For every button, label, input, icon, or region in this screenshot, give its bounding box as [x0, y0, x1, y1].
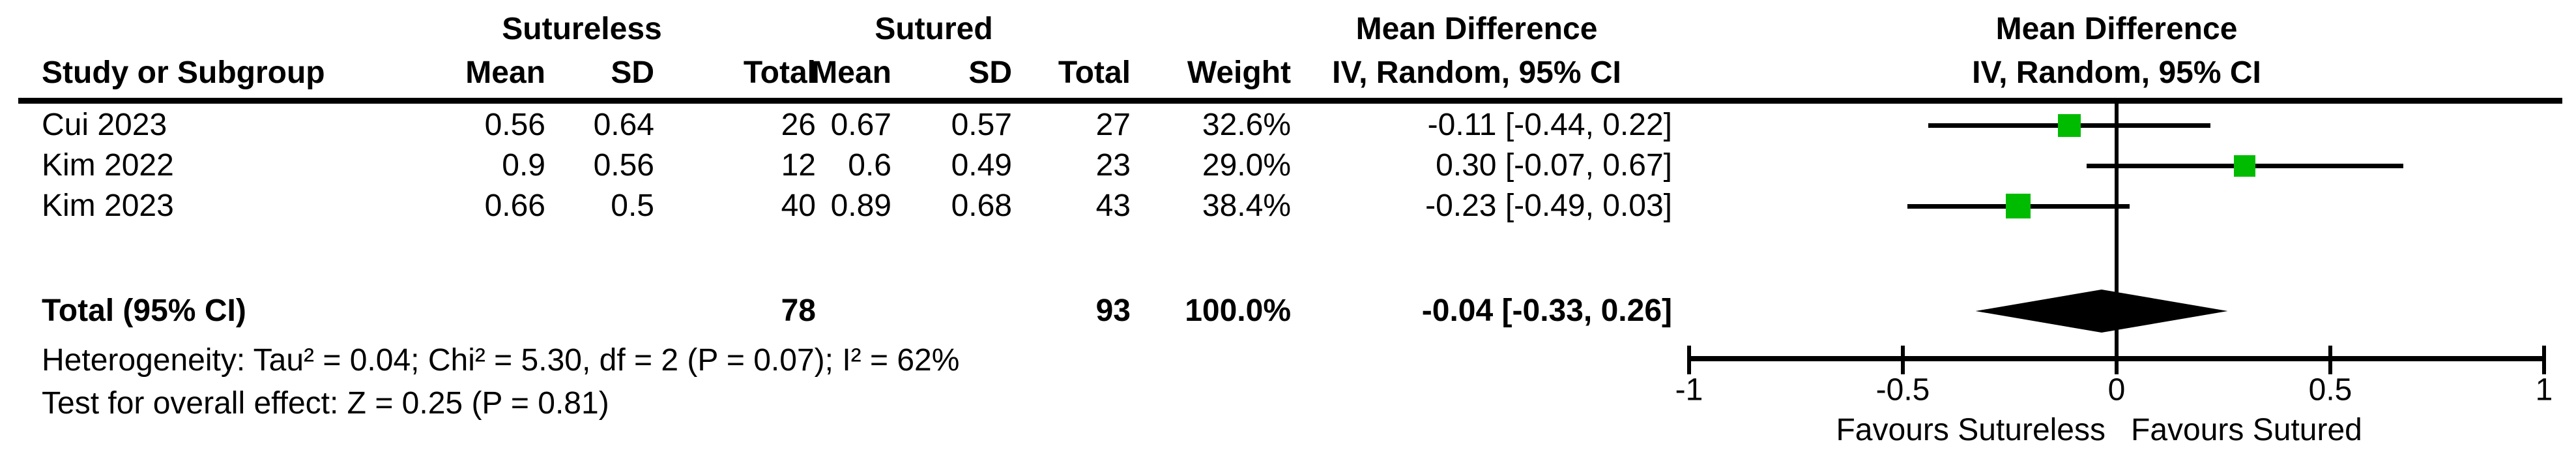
heterogeneity-note: Heterogeneity: Tau² = 0.04; Chi² = 5.30,…: [42, 343, 960, 378]
favours-left-label: Favours Sutureless: [1836, 413, 2106, 447]
sutureless-mean-value: 0.66: [484, 188, 545, 223]
weight-value: 29.0%: [1202, 148, 1291, 183]
sutureless-sd-value: 0.5: [611, 188, 654, 223]
axis-tick-label: 1: [2535, 372, 2553, 408]
sutured-sd-value: 0.68: [951, 188, 1012, 223]
axis-tick: [2542, 346, 2546, 374]
group-header-sutureless: Sutureless: [502, 12, 662, 46]
effect-marker: [2006, 194, 2031, 218]
total-ci-text: -0.04 [-0.33, 0.26]: [1421, 293, 1672, 328]
axis-tick-label: 0.5: [2308, 372, 2352, 408]
sutureless-sd-value: 0.56: [593, 148, 654, 183]
study-label: Kim 2023: [42, 188, 174, 223]
total-sutured-n: 93: [1095, 293, 1131, 328]
effect-marker: [2058, 114, 2081, 137]
axis-tick-label: -1: [1675, 372, 1703, 408]
col-header-sutureless-sd: SD: [611, 55, 654, 90]
total-weight: 100.0%: [1185, 293, 1291, 328]
col-header-sutured-total: Total: [1058, 55, 1131, 90]
col-header-iv-ci-text: IV, Random, 95% CI: [1332, 55, 1621, 90]
sutured-total-value: 27: [1095, 108, 1131, 142]
col-header-sutured-sd: SD: [968, 55, 1012, 90]
col-header-sutureless-mean: Mean: [465, 55, 545, 90]
sutured-mean-value: 0.89: [830, 188, 891, 223]
study-label: Kim 2022: [42, 148, 174, 183]
total-label: Total (95% CI): [42, 293, 246, 328]
sutured-mean-value: 0.6: [848, 148, 891, 183]
sutured-total-value: 43: [1095, 188, 1131, 223]
summary-diamond: [1975, 290, 2228, 333]
col-header-study: Study or Subgroup: [42, 55, 325, 90]
ci-text-value: -0.23 [-0.49, 0.03]: [1425, 188, 1672, 223]
col-header-weight: Weight: [1187, 55, 1291, 90]
sutureless-mean-value: 0.56: [484, 108, 545, 142]
axis-tick: [1901, 346, 1905, 374]
col-header-sutureless-total: Total: [743, 55, 816, 90]
axis-tick-label: 0: [2107, 372, 2126, 408]
sutured-total-value: 23: [1095, 148, 1131, 183]
sutureless-total-value: 40: [781, 188, 816, 223]
col-header-iv-ci-plot: IV, Random, 95% CI: [1972, 55, 2261, 90]
weight-value: 38.4%: [1202, 188, 1291, 223]
sutureless-sd-value: 0.64: [593, 108, 654, 142]
study-label: Cui 2023: [42, 108, 167, 142]
total-sutureless-n: 78: [781, 293, 816, 328]
sutureless-total-value: 12: [781, 148, 816, 183]
group-header-mean-difference-plot: Mean Difference: [1995, 12, 2238, 46]
header-separator-line: [18, 98, 2562, 104]
weight-value: 32.6%: [1202, 108, 1291, 142]
sutureless-total-value: 26: [781, 108, 816, 142]
axis-tick: [1687, 346, 1691, 374]
zero-reference-line: [2115, 104, 2119, 361]
ci-text-value: 0.30 [-0.07, 0.67]: [1436, 148, 1672, 183]
sutureless-mean-value: 0.9: [502, 148, 545, 183]
col-header-sutured-mean: Mean: [811, 55, 891, 90]
axis-tick-label: -0.5: [1875, 372, 1930, 408]
axis-tick: [2115, 346, 2119, 374]
favours-right-label: Favours Sutured: [2131, 413, 2362, 447]
sutured-mean-value: 0.67: [830, 108, 891, 142]
overall-effect-note: Test for overall effect: Z = 0.25 (P = 0…: [42, 386, 609, 421]
sutured-sd-value: 0.57: [951, 108, 1012, 142]
axis-tick: [2328, 346, 2332, 374]
group-header-sutured: Sutured: [875, 12, 993, 46]
group-header-mean-difference-text: Mean Difference: [1355, 12, 1598, 46]
effect-marker: [2234, 155, 2255, 177]
sutured-sd-value: 0.49: [951, 148, 1012, 183]
ci-text-value: -0.11 [-0.44, 0.22]: [1427, 108, 1672, 142]
